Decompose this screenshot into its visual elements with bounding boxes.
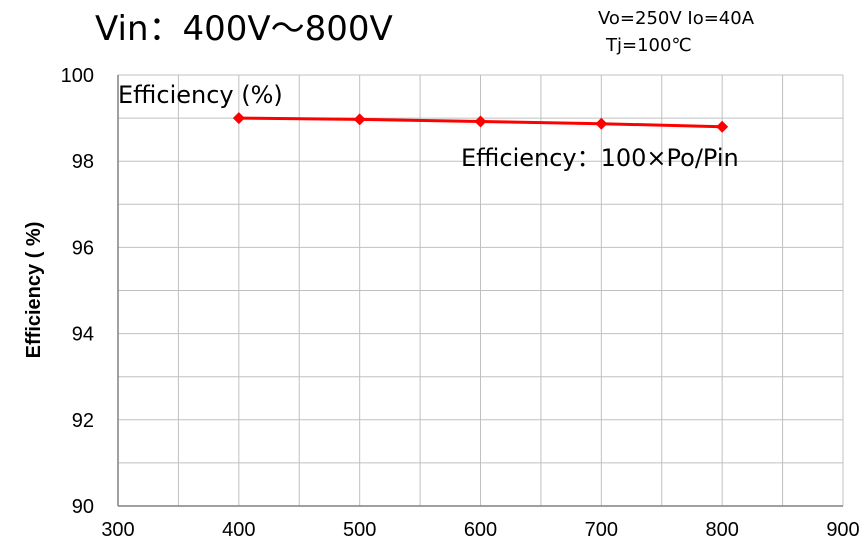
x-tick-label: 900 bbox=[826, 519, 859, 541]
condition-line-1: Vo=250V Io=40A bbox=[598, 8, 755, 29]
formula-annotation: Efficiency：100×Po/Pin bbox=[461, 144, 739, 172]
x-tick-label: 700 bbox=[585, 519, 618, 541]
tick-labels: 300 400 500 600 700 800 900 90 92 94 96 98 100 bbox=[61, 65, 860, 541]
chart-title: Vin：400V～800V bbox=[95, 9, 393, 49]
x-tick-label: 600 bbox=[464, 519, 497, 541]
y-tick-label: 98 bbox=[72, 151, 94, 173]
y-tick-label: 100 bbox=[61, 65, 94, 87]
series-layer bbox=[232, 112, 729, 133]
y-tick-label: 92 bbox=[72, 410, 94, 432]
x-tick-label: 800 bbox=[705, 519, 738, 541]
efficiency-data-point bbox=[716, 120, 729, 133]
efficiency-data-point bbox=[353, 113, 366, 126]
efficiency-data-point bbox=[595, 117, 608, 130]
efficiency-data-point bbox=[474, 115, 487, 128]
y-unit-annotation: Efficiency (%) bbox=[118, 81, 283, 109]
y-tick-label: 90 bbox=[72, 496, 94, 518]
efficiency-data-point bbox=[232, 112, 245, 125]
x-tick-label: 500 bbox=[343, 519, 376, 541]
condition-line-2: Tj=100℃ bbox=[605, 35, 692, 56]
x-tick-label: 400 bbox=[222, 519, 255, 541]
grid bbox=[118, 74, 844, 506]
y-tick-label: 96 bbox=[72, 237, 94, 259]
y-axis-label: Efficiency ( %) bbox=[23, 222, 45, 359]
axes bbox=[117, 75, 843, 507]
y-tick-label: 94 bbox=[72, 324, 94, 346]
x-tick-label: 300 bbox=[101, 519, 134, 541]
